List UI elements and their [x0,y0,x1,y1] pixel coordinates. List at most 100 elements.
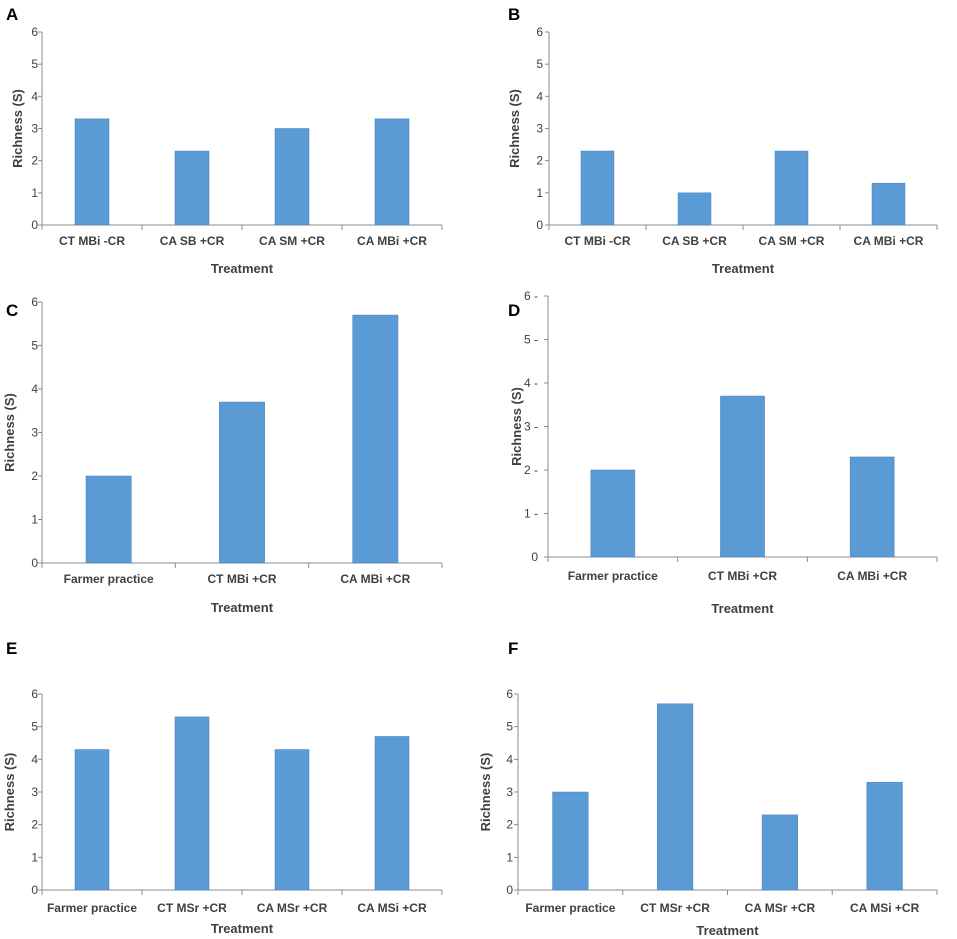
y-tick-label-f: 4 [506,752,513,766]
bar-a-2 [174,150,210,226]
y-tick-label-e: 0 [31,883,38,897]
category-label-f: CA MSi +CR [850,901,920,915]
y-tick-label-c: 4 [31,382,38,396]
x-axis-title-b: Treatment [712,261,775,276]
bar-f-2 [657,703,694,891]
y-tick-label-c: 1 [31,513,38,527]
y-axis-title-a: Richness (S) [10,89,25,168]
bar-e-3 [274,749,310,891]
category-label-f: Farmer practice [525,901,615,915]
y-tick-label-e: 3 [31,785,38,799]
y-tick-label-d: 2 - [524,463,538,477]
y-tick-label-a: 1 [31,186,38,200]
category-label-d: CT MBi +CR [708,569,777,583]
y-axis-title-e: Richness (S) [2,753,17,832]
bar-f-4 [866,781,903,891]
category-label-b: CT MBi -CR [565,234,631,248]
bar-b-2 [677,192,712,226]
y-tick-label-e: 6 [31,687,38,701]
panel-letter-f: F [508,639,518,658]
bar-e-2 [174,716,210,891]
y-tick-label-b: 4 [536,89,543,103]
bar-b-3 [774,150,809,226]
bar-e-1 [74,749,110,891]
y-tick-label-b: 1 [536,186,543,200]
category-label-a: CA MBi +CR [357,234,427,248]
category-label-b: CA SM +CR [759,234,825,248]
y-tick-label-f: 6 [506,687,513,701]
x-axis-title-a: Treatment [211,261,274,276]
category-label-c: Farmer practice [64,572,154,586]
y-tick-label-d: 4 - [524,376,538,390]
category-label-f: CT MSr +CR [640,901,710,915]
y-tick-label-a: 5 [31,57,38,71]
y-tick-label-b: 3 [536,122,543,136]
y-tick-label-b: 6 [536,25,543,39]
category-label-b: CA SB +CR [662,234,727,248]
panel-letter-d: D [508,301,520,320]
y-tick-label-e: 4 [31,752,38,766]
bar-f-1 [552,791,589,891]
category-label-b: CA MBi +CR [854,234,924,248]
bar-b-1 [580,150,615,226]
y-tick-label-b: 5 [536,57,543,71]
y-axis-title-c: Richness (S) [2,393,17,472]
bar-e-4 [374,736,410,891]
y-tick-label-d: 3 - [524,420,538,434]
y-tick-label-b: 2 [536,154,543,168]
bar-d-2 [720,395,765,558]
y-tick-label-c: 5 [31,339,38,353]
bar-c-1 [85,475,132,564]
panel-letter-c: C [6,301,18,320]
y-tick-label-c: 6 [31,295,38,309]
y-tick-label-f: 5 [506,720,513,734]
y-tick-label-c: 3 [31,426,38,440]
y-tick-label-d: 5 - [524,333,538,347]
panel-letter-b: B [508,5,520,24]
y-tick-label-f: 2 [506,818,513,832]
y-tick-label-f: 0 [506,883,513,897]
x-axis-title-c: Treatment [211,600,274,615]
y-axis-title-d: Richness (S) [509,387,524,466]
bar-d-1 [590,469,636,558]
y-axis-title-b: Richness (S) [507,89,522,168]
y-tick-label-f: 1 [506,850,513,864]
bar-a-1 [74,118,110,226]
panel-letter-e: E [6,639,17,658]
category-label-a: CA SB +CR [160,234,225,248]
y-tick-label-f: 3 [506,785,513,799]
category-label-e: CA MSi +CR [357,901,427,915]
y-tick-label-e: 5 [31,720,38,734]
y-tick-label-c: 2 [31,469,38,483]
y-tick-label-a: 3 [31,122,38,136]
y-tick-label-c: 0 [31,556,38,570]
bar-c-2 [219,401,265,564]
y-tick-label-d: 0 [531,550,538,564]
category-label-a: CT MBi -CR [59,234,125,248]
bar-b-4 [871,182,906,226]
category-label-e: Farmer practice [47,901,137,915]
bar-f-3 [761,814,798,891]
bar-a-4 [374,118,410,226]
category-label-e: CT MSr +CR [157,901,227,915]
category-label-c: CT MBi +CR [208,572,277,586]
panel-letter-a: A [6,5,18,24]
category-label-e: CA MSr +CR [257,901,328,915]
y-tick-label-a: 4 [31,89,38,103]
x-axis-title-f: Treatment [696,923,759,938]
category-label-d: Farmer practice [568,569,658,583]
y-tick-label-d: 1 - [524,507,538,521]
y-tick-label-e: 2 [31,818,38,832]
y-tick-label-d: 6 - [524,289,538,303]
y-tick-label-a: 2 [31,154,38,168]
y-tick-label-a: 0 [31,218,38,232]
category-label-a: CA SM +CR [259,234,325,248]
y-tick-label-a: 6 [31,25,38,39]
x-axis-title-e: Treatment [211,921,274,936]
bar-c-3 [352,314,399,564]
x-axis-title-d: Treatment [711,601,774,616]
y-tick-label-e: 1 [31,850,38,864]
bar-d-3 [849,456,895,558]
y-tick-label-b: 0 [536,218,543,232]
